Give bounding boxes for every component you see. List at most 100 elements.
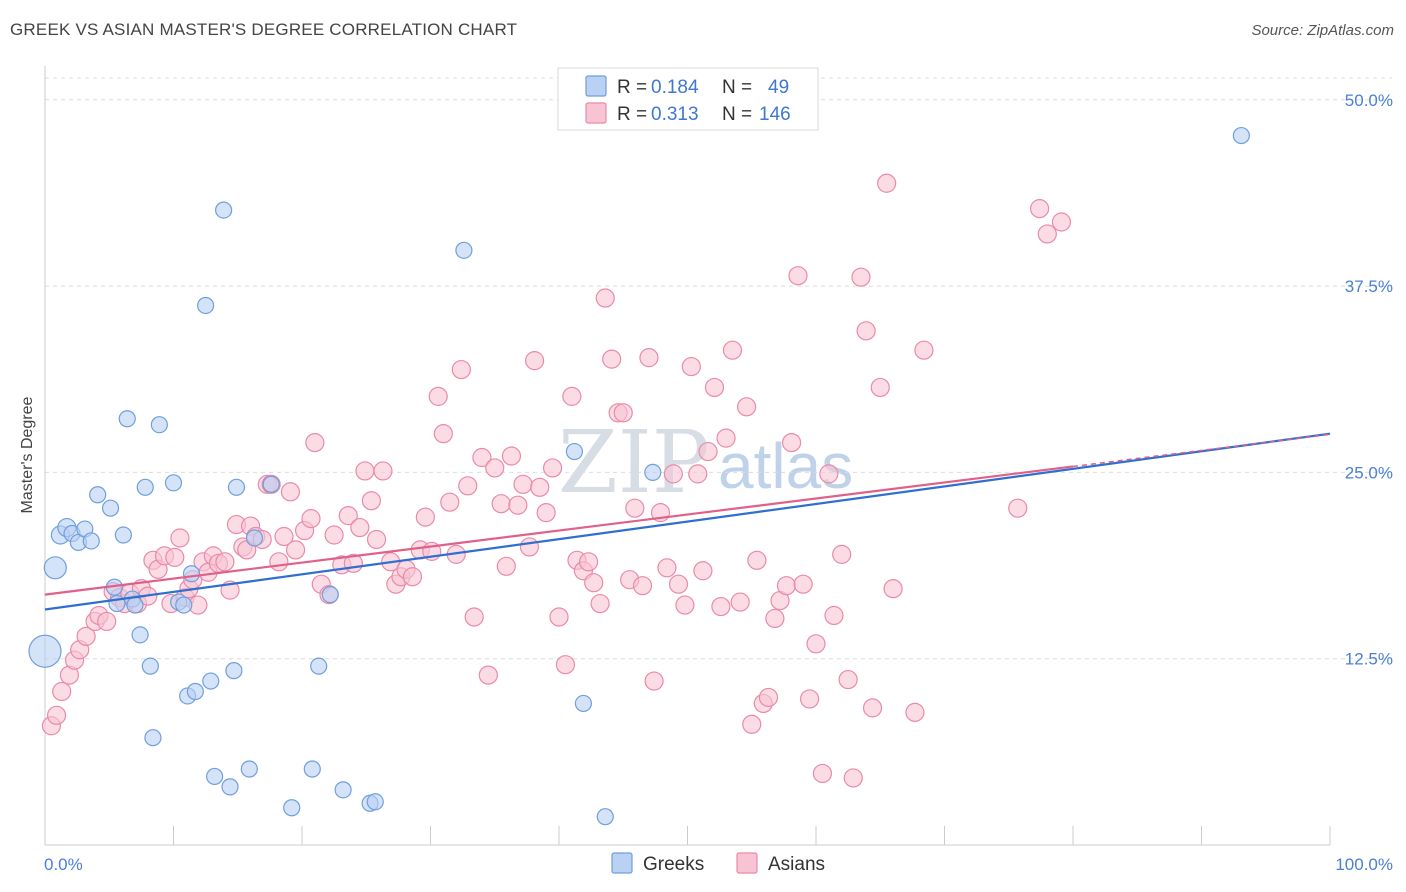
greek-point-25 <box>182 565 201 583</box>
watermark-zip: ZIP <box>558 413 710 513</box>
asian-point-102 <box>639 348 659 368</box>
asian-point-135 <box>838 669 858 690</box>
asian-point-96 <box>602 349 622 369</box>
asian-point-74 <box>472 447 492 468</box>
asian-point-52 <box>338 506 358 526</box>
asian-point-122 <box>758 687 779 708</box>
legend-n-label-greeks: N = <box>722 77 752 98</box>
asian-point-114 <box>711 596 731 617</box>
correlation-legend: R = 0.184 N = 49 R = 0.313 N = 146 <box>557 67 819 131</box>
asian-point-76 <box>485 458 505 478</box>
asian-point-145 <box>1008 498 1028 518</box>
greek-point-31 <box>221 778 239 796</box>
asian-point-77 <box>491 494 511 514</box>
asian-point-108 <box>675 595 695 615</box>
asian-point-129 <box>799 689 820 709</box>
asian-point-110 <box>688 464 708 484</box>
asian-point-67 <box>428 386 448 406</box>
greek-point-30 <box>215 201 233 219</box>
asian-point-80 <box>508 495 528 515</box>
asian-point-46 <box>301 509 321 529</box>
greek-point-36 <box>262 475 280 493</box>
y-tick-label-2: 37.5% <box>1345 277 1393 296</box>
asian-point-146 <box>1029 199 1050 219</box>
asians-trend-line <box>44 465 1074 596</box>
asian-point-127 <box>788 266 808 286</box>
greek-point-23 <box>175 596 193 614</box>
greek-point-28 <box>202 672 220 690</box>
asian-point-113 <box>704 377 725 398</box>
asian-point-136 <box>843 768 863 788</box>
asian-point-72 <box>458 476 478 496</box>
asian-point-95 <box>595 288 615 308</box>
asian-point-41 <box>269 552 289 572</box>
asian-point-112 <box>698 441 718 462</box>
asian-point-88 <box>555 655 576 675</box>
asian-point-89 <box>562 386 582 406</box>
greek-point-32 <box>225 662 243 680</box>
greek-point-47 <box>596 808 614 826</box>
greek-point-33 <box>227 478 246 496</box>
asian-point-134 <box>832 544 852 564</box>
asian-point-133 <box>824 605 844 626</box>
greek-point-13 <box>118 410 136 428</box>
source-credit: Source: ZipAtlas.com <box>1251 22 1394 39</box>
legend-swatch-asians <box>585 102 607 124</box>
asian-point-116 <box>722 340 743 360</box>
asian-point-140 <box>870 377 890 398</box>
asian-point-92 <box>578 552 599 572</box>
asian-point-123 <box>765 608 785 629</box>
greek-point-9 <box>101 499 120 517</box>
greek-point-44 <box>455 241 473 259</box>
asian-point-147 <box>1037 224 1057 244</box>
asian-point-142 <box>883 579 903 599</box>
asian-point-69 <box>440 492 460 512</box>
x-tick-label-0: 0.0% <box>44 855 83 874</box>
greek-point-45 <box>565 442 584 461</box>
asian-point-75 <box>478 665 498 685</box>
legend-r-label-asians: R = <box>617 104 647 125</box>
asians-trend-extension <box>1072 433 1331 468</box>
asian-point-148 <box>1051 212 1072 232</box>
greek-point-18 <box>141 657 159 675</box>
watermark: ZIP atlas <box>558 413 853 513</box>
asian-point-63 <box>402 567 423 587</box>
asian-point-43 <box>280 482 301 502</box>
greek-point-21 <box>164 474 183 492</box>
tick-labels: 12.5% 25.0% 37.5% 50.0% 0.0% 100.0% <box>44 91 1393 874</box>
asian-point-115 <box>716 428 736 448</box>
greek-point-46 <box>574 694 593 713</box>
asian-point-111 <box>693 561 713 581</box>
asian-point-42 <box>274 526 294 547</box>
greek-point-1 <box>43 556 67 580</box>
asian-point-130 <box>806 634 826 654</box>
asian-point-103 <box>644 671 664 691</box>
asian-point-132 <box>819 464 839 484</box>
greek-point-15 <box>126 596 144 614</box>
asian-point-85 <box>536 503 556 523</box>
asian-point-2 <box>52 681 72 702</box>
legend-r-label-greeks: R = <box>617 77 647 98</box>
greek-point-29 <box>206 767 224 786</box>
chart-title: GREEK VS ASIAN MASTER'S DEGREE CORRELATI… <box>10 20 518 39</box>
asian-point-137 <box>851 267 871 287</box>
greek-point-19 <box>144 729 162 747</box>
greek-point-27 <box>197 296 215 315</box>
greek-point-16 <box>131 626 149 644</box>
greek-point-40 <box>321 586 339 604</box>
asian-point-94 <box>590 593 610 614</box>
asian-point-100 <box>625 498 645 518</box>
asian-point-50 <box>324 525 344 545</box>
asian-point-109 <box>681 356 701 377</box>
asian-point-139 <box>862 698 883 718</box>
asian-point-131 <box>812 763 833 784</box>
asian-point-126 <box>781 432 802 453</box>
legend-n-label-asians: N = <box>722 104 752 125</box>
legend-r-value-greeks: 0.184 <box>651 77 699 98</box>
greek-point-17 <box>136 478 154 496</box>
asian-point-57 <box>366 529 387 550</box>
asian-point-68 <box>433 424 453 444</box>
greek-point-43 <box>366 793 384 811</box>
greek-point-20 <box>150 416 168 434</box>
legend-label-asians: Asians <box>768 854 825 875</box>
